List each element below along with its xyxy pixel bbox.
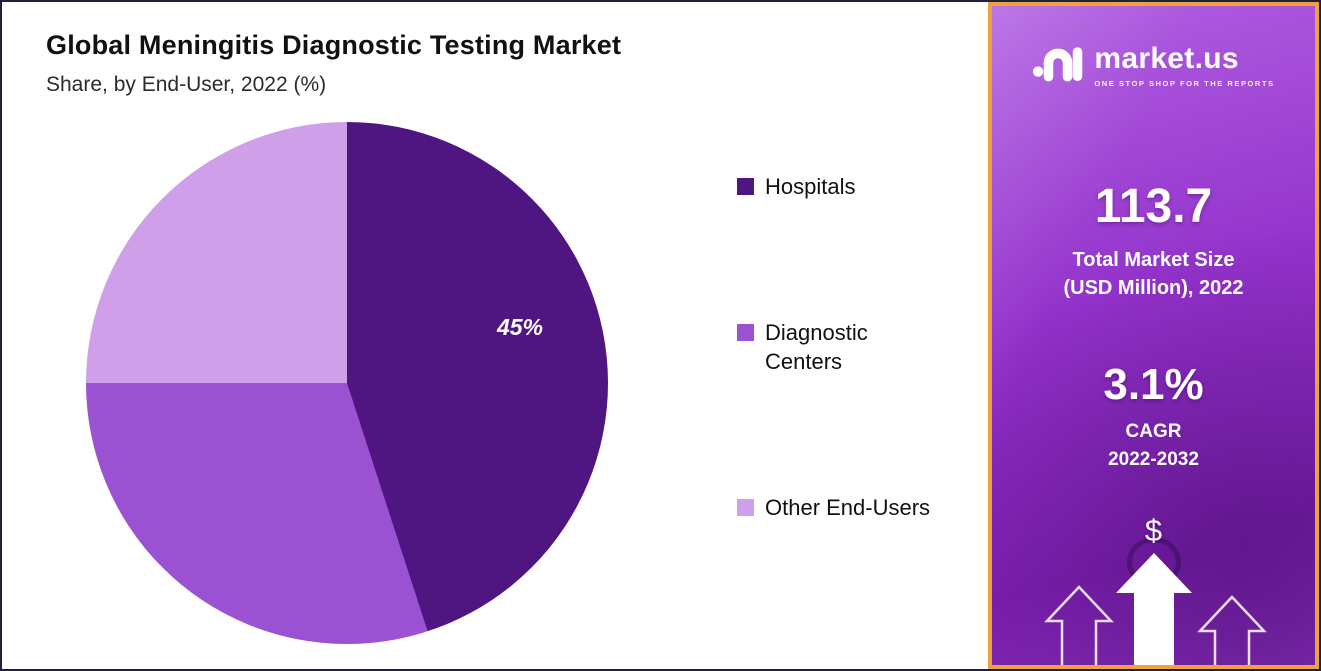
total-market-size-value: 113.7 bbox=[1094, 180, 1213, 233]
legend-item: Other End-Users bbox=[737, 493, 947, 523]
pie-slice-label: 45% bbox=[496, 314, 544, 340]
logo-text-block: market.us ONE STOP SHOP FOR THE REPORTS bbox=[1094, 42, 1274, 88]
up-arrow-icon bbox=[1043, 585, 1114, 665]
cagr-label: CAGR 2022-2032 bbox=[1108, 418, 1199, 473]
legend-item: Diagnostic Centers bbox=[737, 318, 947, 377]
cagr-value: 3.1% bbox=[1103, 360, 1204, 409]
market-us-logo: market.us ONE STOP SHOP FOR THE REPORTS bbox=[1032, 36, 1274, 93]
legend-swatch bbox=[737, 178, 754, 195]
chart-area: Global Meningitis Diagnostic Testing Mar… bbox=[2, 2, 988, 669]
legend-swatch bbox=[737, 499, 754, 517]
dollar-sign: $ bbox=[1144, 513, 1163, 549]
total-market-size-label-line1: Total Market Size bbox=[1072, 249, 1235, 271]
legend-label: Other End-Users bbox=[765, 495, 931, 521]
legend-swatch bbox=[737, 323, 754, 341]
cagr-label-line2: 2022-2032 bbox=[1108, 448, 1199, 470]
cagr-label-line1: CAGR bbox=[1125, 421, 1182, 442]
chart-subtitle: Share, by End-User, 2022 (%) bbox=[46, 73, 327, 96]
legend-item: Hospitals bbox=[737, 172, 947, 202]
total-market-size-label-line2: (USD Million), 2022 bbox=[1063, 277, 1244, 299]
market-us-panel: market.us ONE STOP SHOP FOR THE REPORTS … bbox=[988, 2, 1319, 669]
up-arrows-decoration bbox=[1004, 549, 1304, 665]
pie-chart bbox=[86, 122, 608, 644]
up-arrow-icon bbox=[1196, 595, 1267, 665]
market-us-logo-icon bbox=[1032, 36, 1084, 93]
up-arrow-icon bbox=[1115, 553, 1192, 665]
logo-text: market.us bbox=[1094, 41, 1239, 75]
pie-chart-wrap: 45% bbox=[86, 122, 608, 644]
total-market-size-label: Total Market Size (USD Million), 2022 bbox=[1063, 246, 1243, 302]
logo-tagline: ONE STOP SHOP FOR THE REPORTS bbox=[1094, 78, 1275, 88]
chart-title: Global Meningitis Diagnostic Testing Mar… bbox=[46, 30, 622, 60]
legend-label: Hospitals bbox=[765, 174, 856, 199]
legend-label: Diagnostic Centers bbox=[765, 319, 868, 375]
chart-legend: Hospitals Diagnostic Centers Other End-Use… bbox=[737, 172, 947, 523]
